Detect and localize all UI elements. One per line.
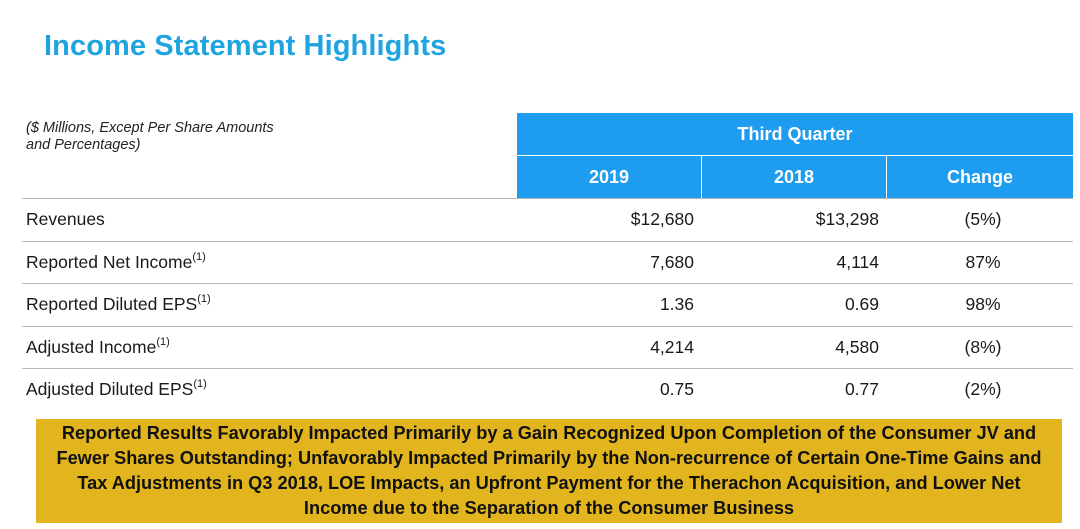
value-change: 87%	[879, 252, 1073, 273]
row-label: Revenues	[22, 209, 517, 230]
value-2019: 4,214	[517, 337, 694, 358]
row-label: Reported Diluted EPS(1)	[22, 294, 517, 315]
value-2019: 1.36	[517, 294, 694, 315]
slide: Income Statement Highlights ($ Millions,…	[0, 0, 1080, 529]
row-label: Reported Net Income(1)	[22, 252, 517, 273]
value-2018: 0.69	[694, 294, 879, 315]
header-col-2019: 2019	[517, 156, 702, 198]
table-row: Adjusted Diluted EPS(1) 0.75 0.77 (2%)	[22, 368, 1073, 411]
value-2019: $12,680	[517, 209, 694, 230]
row-label: Adjusted Diluted EPS(1)	[22, 379, 517, 400]
callout-box: Reported Results Favorably Impacted Prim…	[36, 419, 1062, 523]
value-change: (2%)	[879, 379, 1073, 400]
value-2018: 4,580	[694, 337, 879, 358]
value-change: (5%)	[879, 209, 1073, 230]
header-columns: 2019 2018 Change	[517, 156, 1073, 198]
page-title: Income Statement Highlights	[44, 30, 446, 63]
value-2018: $13,298	[694, 209, 879, 230]
header-col-2018: 2018	[702, 156, 887, 198]
value-2018: 4,114	[694, 252, 879, 273]
table-row: Adjusted Income(1) 4,214 4,580 (8%)	[22, 326, 1073, 369]
header-col-change: Change	[887, 156, 1073, 198]
value-change: 98%	[879, 294, 1073, 315]
value-2018: 0.77	[694, 379, 879, 400]
table-row: Reported Diluted EPS(1) 1.36 0.69 98%	[22, 283, 1073, 326]
table-row: Revenues $12,680 $13,298 (5%)	[22, 198, 1073, 241]
value-2019: 7,680	[517, 252, 694, 273]
header-third-quarter: Third Quarter	[517, 113, 1073, 155]
value-change: (8%)	[879, 337, 1073, 358]
row-label: Adjusted Income(1)	[22, 337, 517, 358]
units-note: ($ Millions, Except Per Share Amounts an…	[26, 120, 286, 154]
income-table: Revenues $12,680 $13,298 (5%) Reported N…	[22, 198, 1073, 411]
value-2019: 0.75	[517, 379, 694, 400]
table-row: Reported Net Income(1) 7,680 4,114 87%	[22, 241, 1073, 284]
